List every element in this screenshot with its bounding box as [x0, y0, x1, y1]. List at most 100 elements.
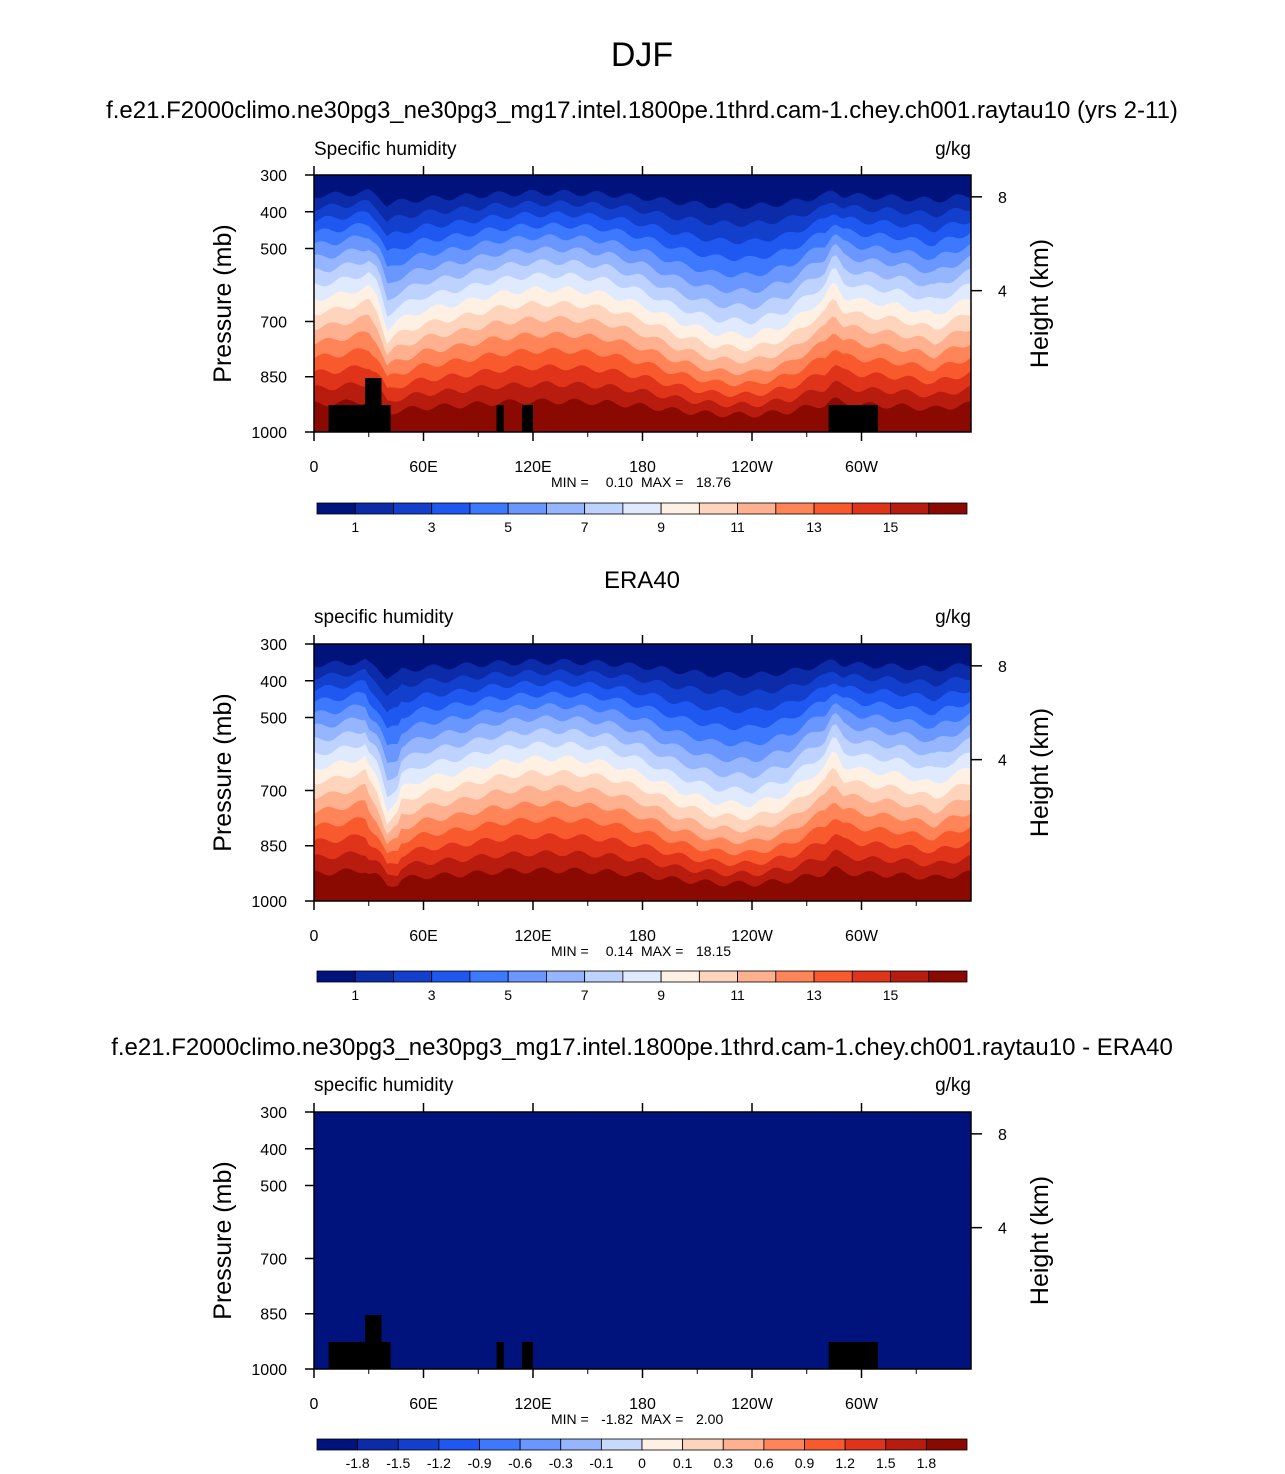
- variable-label: specific humidity: [314, 1075, 454, 1096]
- contour-cell: [495, 1120, 501, 1125]
- contour-cell: [610, 1192, 616, 1197]
- contour-cell: [577, 1132, 583, 1137]
- contour-cell: [434, 1176, 440, 1181]
- contour-cell: [571, 1132, 577, 1137]
- contour-cell: [823, 1164, 829, 1169]
- contour-cell: [352, 1192, 358, 1197]
- contour-cell: [347, 1168, 353, 1173]
- colorbar-box: [814, 971, 852, 982]
- contour-cell: [872, 1124, 878, 1129]
- contour-cell: [779, 1176, 785, 1181]
- contour-cell: [413, 1152, 419, 1157]
- contour-cell: [577, 1168, 583, 1173]
- contour-cell: [451, 1192, 457, 1197]
- contour-cell: [653, 1128, 659, 1133]
- contour-cell: [927, 1188, 933, 1193]
- contour-cell: [747, 1152, 753, 1157]
- contour-cell: [927, 1144, 933, 1149]
- contour-cell: [796, 1188, 802, 1193]
- contour-cell: [319, 1168, 325, 1173]
- contour-cell: [725, 1124, 731, 1129]
- contour-cell: [489, 1164, 495, 1169]
- contour-cell: [768, 1184, 774, 1189]
- contour-cell: [571, 1136, 577, 1141]
- contour-cell: [785, 1152, 791, 1157]
- contour-cell: [358, 1136, 364, 1141]
- contour-cell: [621, 1124, 627, 1129]
- contour-cell: [768, 1192, 774, 1197]
- contour-cell: [823, 1180, 829, 1185]
- contour-cell: [697, 1148, 703, 1153]
- contour-cell: [818, 1188, 824, 1193]
- contour-cell: [719, 1172, 725, 1177]
- contour-cell: [736, 1176, 742, 1181]
- contour-cell: [402, 1168, 408, 1173]
- contour-cell: [686, 1184, 692, 1189]
- contour-cell: [659, 1164, 665, 1169]
- contour-cell: [703, 1148, 709, 1153]
- contour-cell: [807, 1184, 813, 1189]
- contour-cell: [456, 1176, 462, 1181]
- contour-cell: [604, 1196, 610, 1201]
- contour-cell: [593, 1168, 599, 1173]
- contour-cell: [582, 1140, 588, 1145]
- contour-cell: [944, 1128, 950, 1133]
- contour-cell: [517, 1192, 523, 1197]
- contour-cell: [801, 1172, 807, 1177]
- contour-cell: [347, 1184, 353, 1189]
- contour-cell: [429, 1164, 435, 1169]
- contour-cell: [725, 1192, 731, 1197]
- contour-cell: [604, 1128, 610, 1133]
- contour-cell: [380, 1148, 386, 1153]
- contour-cell: [363, 1196, 369, 1201]
- contour-cell: [500, 1168, 506, 1173]
- contour-cell: [812, 1116, 818, 1121]
- contour-cell: [500, 1192, 506, 1197]
- contour-cell: [418, 1152, 424, 1157]
- contour-cell: [955, 1120, 961, 1125]
- contour-cell: [456, 1136, 462, 1141]
- contour-cell: [719, 1140, 725, 1145]
- contour-cell: [900, 1184, 906, 1189]
- contour-cell: [429, 1176, 435, 1181]
- contour-cell: [528, 1168, 534, 1173]
- contour-cell: [653, 1176, 659, 1181]
- contour-cell: [697, 1144, 703, 1149]
- contour-cell: [434, 1116, 440, 1121]
- contour-cell: [730, 1132, 736, 1137]
- contour-cell: [374, 1136, 380, 1141]
- contour-cell: [686, 1152, 692, 1157]
- contour-cell: [621, 1164, 627, 1169]
- contour-cell: [440, 1144, 446, 1149]
- contour-cell: [451, 1152, 457, 1157]
- contour-cell: [856, 1176, 862, 1181]
- contour-cell: [736, 1160, 742, 1165]
- contour-cell: [845, 1164, 851, 1169]
- contour-cell: [774, 1144, 780, 1149]
- contour-cell: [588, 1124, 594, 1129]
- contour-cell: [604, 1144, 610, 1149]
- contour-cell: [834, 1156, 840, 1161]
- contour-cell: [653, 1164, 659, 1169]
- contour-cell: [664, 1128, 670, 1133]
- contour-cell: [445, 1192, 451, 1197]
- contour-cell: [593, 1116, 599, 1121]
- x-tick-label: 120E: [514, 459, 551, 476]
- contour-cell: [900, 1156, 906, 1161]
- contour-cell: [829, 1176, 835, 1181]
- contour-cell: [790, 1180, 796, 1185]
- contour-cell: [462, 1156, 468, 1161]
- contour-cell: [905, 1176, 911, 1181]
- contour-cell: [544, 1136, 550, 1141]
- contour-cell: [374, 1180, 380, 1185]
- contour-cell: [391, 1116, 397, 1121]
- contour-cell: [330, 1164, 336, 1169]
- contour-cell: [566, 1168, 572, 1173]
- contour-cell: [922, 1160, 928, 1165]
- contour-cell: [566, 1120, 572, 1125]
- contour-cell: [643, 1176, 649, 1181]
- contour-cell: [511, 1144, 517, 1149]
- contour-cell: [413, 1172, 419, 1177]
- contour-cell: [544, 1140, 550, 1145]
- contour-cell: [653, 1192, 659, 1197]
